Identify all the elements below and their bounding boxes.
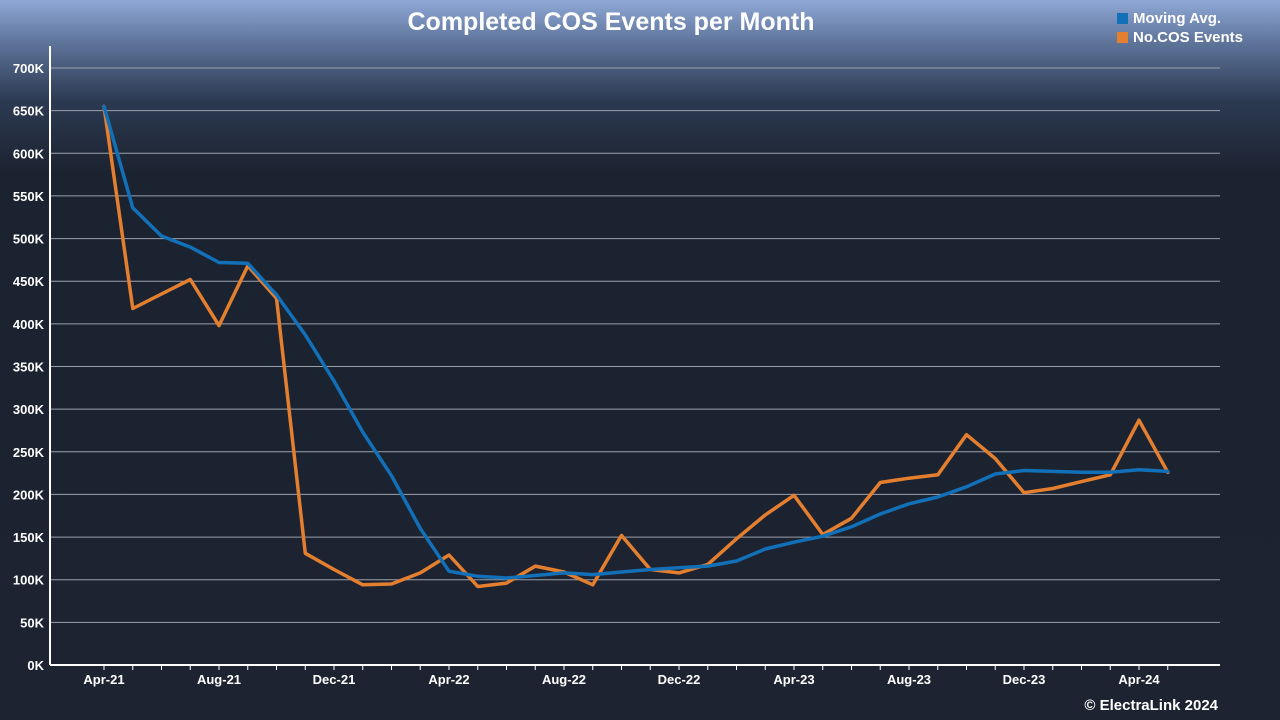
x-tick-label: Dec-21	[313, 672, 356, 687]
x-tick-label: Aug-21	[197, 672, 241, 687]
series-line-cos-events	[102, 104, 1170, 589]
x-tick-label: Apr-21	[83, 672, 124, 687]
x-tick-label: Dec-22	[658, 672, 701, 687]
x-tick-label: Dec-23	[1003, 672, 1046, 687]
y-tick-label: 150K	[13, 530, 45, 545]
series-line-moving-avg	[102, 104, 1170, 580]
legend: Moving Avg. No.COS Events	[1117, 9, 1243, 47]
y-tick-label: 50K	[20, 615, 44, 630]
y-tick-label: 450K	[13, 274, 45, 289]
y-tick-label: 200K	[13, 487, 45, 502]
legend-item-moving-avg[interactable]: Moving Avg.	[1117, 9, 1243, 28]
y-tick-label: 300K	[13, 402, 45, 417]
x-axis-ticks: Apr-21 Aug-21 Dec-21 Apr-22 Aug-22 Dec-22 Apr-…	[83, 665, 1169, 687]
y-tick-label: 650K	[13, 104, 45, 119]
y-tick-label: 0K	[27, 658, 44, 673]
x-tick-label: Apr-22	[428, 672, 469, 687]
legend-swatch-cos-events	[1117, 32, 1128, 43]
series-lines	[102, 104, 1170, 589]
y-tick-label: 400K	[13, 317, 45, 332]
y-tick-label: 100K	[13, 573, 45, 588]
x-tick-label: Apr-23	[773, 672, 814, 687]
x-tick-label: Aug-23	[887, 672, 931, 687]
y-tick-label: 250K	[13, 445, 45, 460]
y-tick-label: 500K	[13, 232, 45, 247]
y-tick-label: 550K	[13, 189, 45, 204]
copyright-notice: © ElectraLink 2024	[1084, 697, 1218, 714]
y-tick-label: 700K	[13, 61, 45, 76]
legend-swatch-moving-avg	[1117, 13, 1128, 24]
gridlines	[50, 67, 1220, 623]
legend-item-cos-events[interactable]: No.COS Events	[1117, 28, 1243, 47]
y-tick-label: 600K	[13, 146, 45, 161]
legend-label-cos-events: No.COS Events	[1133, 29, 1244, 46]
y-axis-ticks: 0K 50K 100K 150K 200K 250K 300K 350K 400K 450K 500…	[13, 61, 45, 673]
axes	[49, 46, 1220, 666]
y-tick-label: 350K	[13, 360, 45, 375]
legend-label-moving-avg: Moving Avg.	[1133, 10, 1222, 27]
x-tick-label: Aug-22	[542, 672, 586, 687]
chart-title: Completed COS Events per Month	[407, 8, 815, 36]
x-tick-label: Apr-24	[1118, 672, 1160, 687]
